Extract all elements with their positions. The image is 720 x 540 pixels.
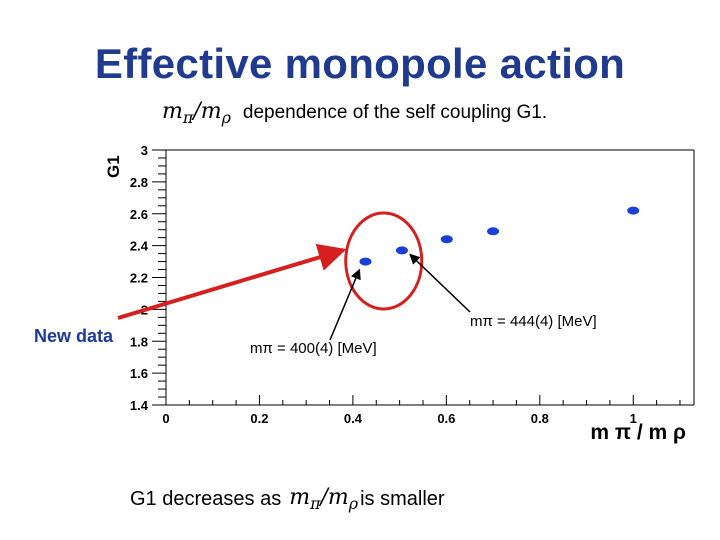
- y-tick-label: 2.2: [130, 271, 148, 286]
- x-tick-label: 0.6: [437, 411, 455, 426]
- slide-title: Effective monopole action: [94, 40, 626, 87]
- y-tick-label: 3: [141, 143, 148, 158]
- y-tick-label: 2.8: [130, 175, 148, 190]
- data-point: [395, 246, 408, 255]
- y-tick-label: 2.6: [130, 207, 148, 222]
- annotation-444mev: mπ = 444(4) [MeV]: [470, 313, 597, 330]
- y-tick-label: 1.4: [130, 398, 149, 413]
- new-data-highlight-circle: [344, 211, 424, 311]
- x-axis-label: m π / m ρ: [590, 421, 686, 444]
- annotation-400mev-arrow: [329, 268, 361, 341]
- data-point: [627, 206, 640, 215]
- conclusion-text-right: is smaller: [360, 487, 445, 510]
- x-tick-label: 0: [162, 411, 169, 426]
- data-point: [487, 227, 500, 236]
- y-tick-label: 2.4: [130, 239, 149, 254]
- conclusion-line: G1 decreases as mπ/mρ is smaller: [130, 482, 445, 516]
- x-tick-label: 0.8: [531, 411, 549, 426]
- data-point: [440, 235, 453, 244]
- annotation-444mev-arrow: [409, 253, 471, 313]
- new-data-label: New data: [34, 326, 114, 346]
- annotation-400mev: mπ = 400(4) [MeV]: [250, 340, 377, 357]
- data-point: [359, 257, 372, 266]
- mass-ratio-formula: mπ/mρ: [162, 99, 231, 127]
- mass-ratio-formula-inline: mπ/mρ: [289, 485, 359, 513]
- y-tick-label: 1.6: [130, 366, 148, 381]
- subtitle-text: dependence of the self coupling G1.: [242, 102, 548, 123]
- x-tick-label: 0.4: [344, 411, 363, 426]
- conclusion-text-left: G1 decreases as: [130, 487, 282, 510]
- x-tick-label: 1: [630, 411, 637, 426]
- new-data-arrow: [117, 243, 347, 320]
- y-tick-label: 1.8: [130, 334, 148, 349]
- subtitle: mπ/mρ dependence of the self coupling G1…: [162, 96, 547, 130]
- x-tick-label: 0.2: [250, 411, 268, 426]
